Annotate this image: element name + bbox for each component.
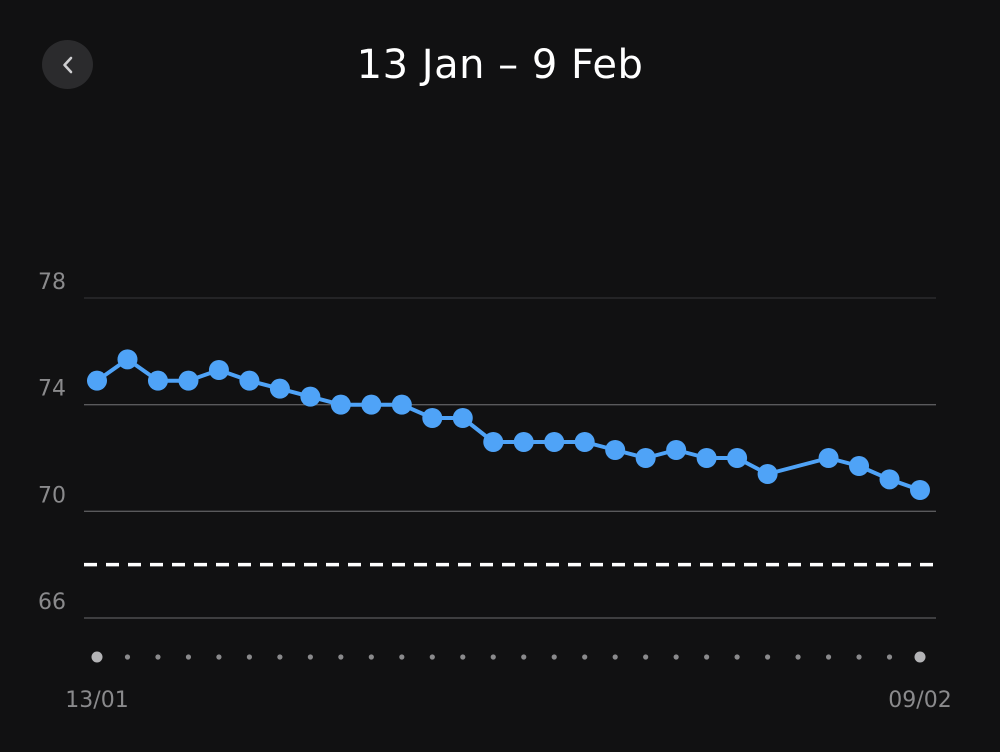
x-axis-day-dot (490, 654, 496, 660)
y-tick-label: 74 (38, 377, 66, 402)
y-tick-label: 78 (38, 270, 66, 295)
x-axis-day-dot (216, 654, 222, 660)
data-point (513, 432, 534, 452)
x-axis-day-dot (764, 654, 771, 660)
x-axis-day-dot (399, 654, 405, 660)
x-tick-label: 13/01 (65, 688, 128, 713)
data-point (574, 432, 595, 452)
x-axis-day-dot (185, 654, 192, 660)
back-button[interactable] (42, 40, 93, 89)
x-axis-day-dot (277, 654, 283, 660)
data-point (178, 370, 199, 391)
chevron-left-icon (62, 56, 72, 73)
data-point (849, 456, 870, 476)
data-point (147, 370, 168, 391)
data-point (635, 448, 656, 468)
x-axis-day-dot (734, 654, 740, 660)
x-axis-day-dot (704, 654, 710, 660)
y-tick-label: 66 (38, 590, 66, 615)
x-axis-day-dot (643, 654, 649, 660)
data-point (757, 464, 778, 484)
data-point (239, 370, 260, 391)
x-axis-day-dot (551, 654, 557, 660)
x-axis-day-dot (368, 654, 374, 660)
data-point (269, 378, 290, 399)
data-point (208, 360, 229, 380)
x-axis-day-dot (795, 654, 801, 660)
x-axis-day-dot (582, 654, 588, 660)
x-axis-day-dot (307, 654, 313, 660)
x-axis-day-dot (673, 654, 679, 660)
x-axis-day-dot (886, 654, 893, 660)
x-axis-day-dot (155, 654, 161, 660)
page-title: 13 Jan – 9 Feb (356, 42, 644, 88)
data-point (696, 448, 717, 468)
data-point (87, 370, 107, 391)
x-axis-end-dot (914, 651, 926, 663)
data-point (300, 386, 321, 407)
x-axis-end-dot (91, 651, 103, 663)
data-point (879, 469, 900, 490)
data-point (818, 448, 839, 468)
data-point (117, 349, 138, 370)
data-point (422, 408, 443, 428)
data-point (391, 394, 412, 415)
y-tick-label: 70 (38, 483, 66, 508)
data-point (910, 480, 930, 500)
data-point (483, 432, 504, 452)
x-axis-day-dot (246, 654, 253, 660)
x-axis-day-dot (460, 654, 466, 660)
data-point (361, 394, 382, 415)
data-point (330, 394, 351, 415)
x-axis-day-dot (612, 654, 618, 660)
data-point (544, 432, 565, 452)
data-point (666, 440, 687, 460)
x-axis-day-dot (338, 654, 344, 660)
data-point (452, 408, 473, 428)
data-point (605, 440, 626, 460)
x-tick-label: 09/02 (888, 688, 951, 713)
x-axis-day-dot (429, 654, 435, 660)
data-point (727, 448, 748, 468)
x-axis-day-dot (825, 654, 832, 660)
x-axis-day-dot (124, 654, 131, 660)
x-axis-day-dot (856, 654, 862, 660)
x-axis-day-dot (521, 654, 527, 660)
